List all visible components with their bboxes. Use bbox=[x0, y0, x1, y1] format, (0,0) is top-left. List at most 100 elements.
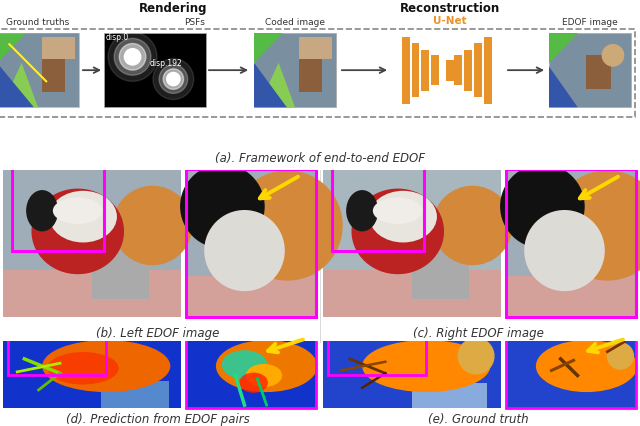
Bar bbox=[3, 170, 181, 317]
Ellipse shape bbox=[221, 350, 268, 379]
Bar bbox=[484, 37, 492, 104]
Text: Coded image: Coded image bbox=[265, 18, 325, 27]
Bar bbox=[421, 50, 429, 91]
Circle shape bbox=[607, 343, 634, 369]
Bar bbox=[12, 162, 104, 250]
Bar bbox=[328, 323, 426, 375]
Circle shape bbox=[113, 187, 192, 265]
Circle shape bbox=[233, 171, 342, 280]
Bar bbox=[0, 29, 635, 117]
Bar bbox=[474, 43, 482, 97]
Circle shape bbox=[500, 165, 584, 248]
Bar bbox=[3, 336, 181, 408]
Circle shape bbox=[181, 165, 264, 248]
Text: EDOF image: EDOF image bbox=[562, 18, 618, 27]
Ellipse shape bbox=[26, 190, 58, 231]
Bar bbox=[412, 218, 469, 299]
Circle shape bbox=[159, 65, 188, 93]
Text: Ground truths: Ground truths bbox=[6, 18, 70, 27]
Text: U-Net: U-Net bbox=[433, 16, 467, 26]
Ellipse shape bbox=[246, 364, 282, 387]
Bar bbox=[332, 162, 424, 250]
Text: disp.0: disp.0 bbox=[106, 34, 129, 43]
Bar bbox=[431, 55, 439, 85]
Bar bbox=[92, 218, 149, 299]
Text: (e). Ground truth: (e). Ground truth bbox=[428, 414, 528, 426]
Bar bbox=[8, 323, 106, 375]
Polygon shape bbox=[0, 63, 34, 107]
Ellipse shape bbox=[42, 340, 170, 392]
Bar bbox=[506, 336, 636, 408]
Bar bbox=[323, 270, 501, 317]
Circle shape bbox=[119, 43, 146, 70]
Circle shape bbox=[602, 45, 623, 66]
Text: (a). Framework of end-to-end EDOF: (a). Framework of end-to-end EDOF bbox=[215, 152, 425, 165]
Text: Rendering: Rendering bbox=[139, 2, 207, 15]
Circle shape bbox=[124, 49, 141, 65]
Text: (c). Right EDOF image: (c). Right EDOF image bbox=[413, 328, 543, 340]
Text: PSFs: PSFs bbox=[184, 18, 205, 27]
Ellipse shape bbox=[31, 189, 124, 274]
Bar bbox=[186, 276, 316, 317]
Bar bbox=[586, 55, 611, 89]
Bar bbox=[412, 383, 487, 408]
Circle shape bbox=[108, 32, 157, 81]
Bar bbox=[464, 50, 472, 91]
Bar bbox=[101, 380, 168, 408]
Bar bbox=[186, 170, 316, 317]
Bar bbox=[0, 33, 79, 107]
Ellipse shape bbox=[362, 340, 490, 392]
Polygon shape bbox=[0, 33, 26, 63]
Bar bbox=[254, 33, 336, 107]
Circle shape bbox=[433, 187, 512, 265]
Text: disp.192: disp.192 bbox=[150, 60, 182, 69]
Bar bbox=[42, 55, 65, 92]
Bar bbox=[299, 37, 332, 59]
Bar bbox=[186, 170, 316, 317]
Ellipse shape bbox=[351, 189, 444, 274]
Ellipse shape bbox=[49, 191, 117, 242]
Ellipse shape bbox=[53, 197, 102, 224]
Text: Reconstruction: Reconstruction bbox=[400, 2, 500, 15]
Bar bbox=[323, 336, 501, 408]
Bar bbox=[299, 55, 322, 92]
Bar bbox=[506, 170, 636, 317]
Bar bbox=[506, 170, 636, 317]
Ellipse shape bbox=[346, 190, 378, 231]
Bar bbox=[42, 37, 75, 59]
Bar bbox=[446, 60, 454, 81]
Polygon shape bbox=[1, 63, 38, 107]
Bar bbox=[186, 336, 316, 408]
Bar bbox=[454, 55, 462, 85]
Ellipse shape bbox=[373, 197, 422, 224]
Circle shape bbox=[553, 171, 640, 280]
Polygon shape bbox=[254, 33, 283, 63]
Ellipse shape bbox=[524, 210, 605, 291]
Ellipse shape bbox=[204, 210, 285, 291]
Bar bbox=[104, 33, 206, 107]
Polygon shape bbox=[258, 63, 295, 107]
Bar bbox=[506, 336, 636, 408]
Text: (b). Left EDOF image: (b). Left EDOF image bbox=[96, 328, 220, 340]
Ellipse shape bbox=[47, 352, 118, 385]
Circle shape bbox=[153, 59, 194, 100]
Ellipse shape bbox=[216, 340, 317, 392]
Polygon shape bbox=[549, 33, 578, 63]
Circle shape bbox=[114, 38, 151, 75]
Bar bbox=[506, 276, 636, 317]
Circle shape bbox=[458, 338, 494, 374]
Bar bbox=[3, 270, 181, 317]
Bar bbox=[323, 170, 501, 317]
Text: (d). Prediction from EDOF pairs: (d). Prediction from EDOF pairs bbox=[66, 414, 250, 426]
Ellipse shape bbox=[369, 191, 437, 242]
Bar bbox=[186, 336, 316, 408]
Ellipse shape bbox=[239, 373, 268, 393]
Polygon shape bbox=[254, 63, 287, 107]
Polygon shape bbox=[549, 66, 578, 107]
Bar bbox=[0, 33, 79, 107]
Bar bbox=[402, 37, 410, 104]
Ellipse shape bbox=[536, 340, 637, 392]
Bar bbox=[549, 33, 631, 107]
Circle shape bbox=[163, 69, 184, 89]
Bar bbox=[412, 43, 419, 97]
